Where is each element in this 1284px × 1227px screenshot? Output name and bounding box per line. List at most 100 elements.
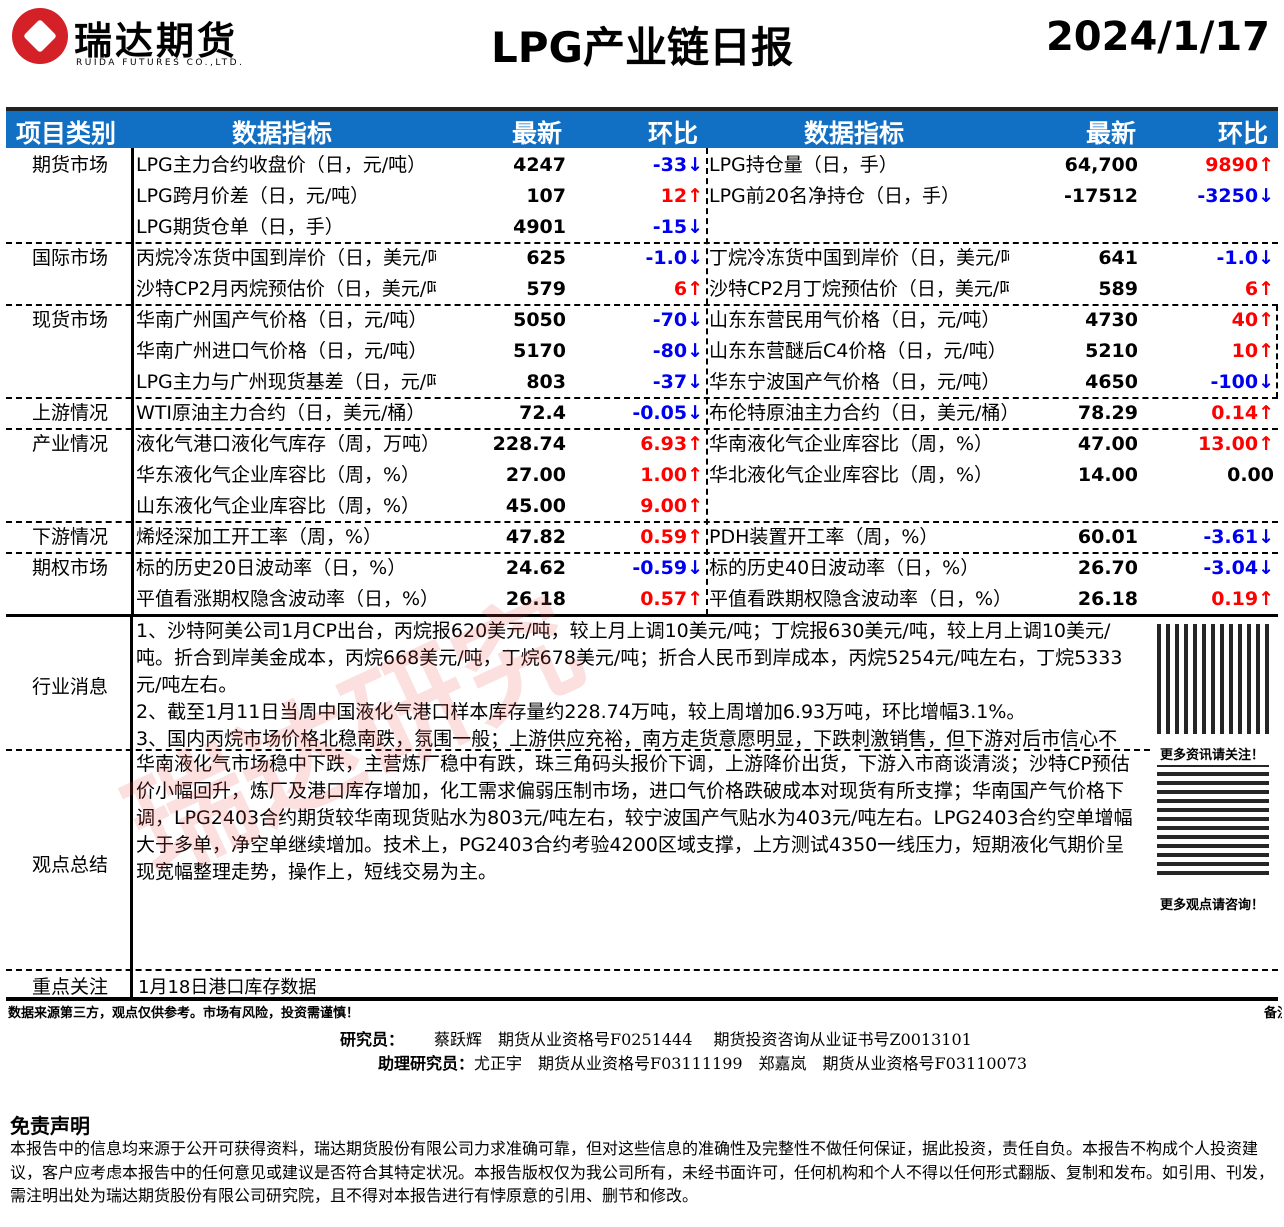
latest-value: 228.74 (492, 433, 566, 455)
latest-value: 5210 (1085, 340, 1138, 362)
latest-value: 4901 (513, 216, 566, 238)
table-row: 烯烃深加工开工率（周，%） 47.82 0.59↑ PDH装置开工率（周，%） 60.0… (0, 522, 1284, 553)
change-value: 9.00↑ (640, 495, 703, 517)
latest-value: 72.4 (519, 402, 566, 424)
latest-value: 47.00 (1077, 433, 1138, 455)
table-row: 华南广州国产气价格（日，元/吨） 5050 -70↓ 山东东营民用气价格（日，元/吨）… (0, 305, 1284, 336)
latest-value: 27.00 (505, 464, 566, 486)
latest-value: 78.29 (1077, 402, 1138, 424)
latest-value: 641 (1098, 247, 1138, 269)
latest-value: 47.82 (505, 526, 566, 548)
indicator-name: 烯烃深加工开工率（周，%） (136, 526, 383, 548)
divider (6, 107, 1278, 111)
indicator-name: 山东液化气企业库容比（周，%） (136, 495, 421, 517)
researcher-info: 蔡跃辉 期货从业资格号F0251444 期货投资咨询从业证书号Z0013101 (434, 1030, 972, 1049)
qr-code-icon (1157, 765, 1269, 875)
report-date: 2024/1/17 (1045, 14, 1270, 60)
indicator-name: 华北液化气企业库容比（周，%） (709, 464, 994, 486)
indicator-name: 山东东营醚后C4价格（日，元/吨） (709, 340, 1007, 362)
indicator-name: 平值看跌期权隐含波动率（日，%） (709, 588, 1009, 610)
table-row: LPG跨月价差（日，元/吨） 107 12↑ LPG前20名净持仓（日，手） -1751… (0, 181, 1284, 212)
change-value: 13.00↑ (1197, 433, 1274, 455)
change-value: -3.04↓ (1203, 557, 1274, 579)
researcher-label: 研究员： (340, 1030, 405, 1049)
indicator-name: 华东液化气企业库容比（周，%） (136, 464, 421, 486)
qr-caption: 更多资讯请关注！ (1160, 748, 1265, 763)
table-row: 山东液化气企业库容比（周，%） 45.00 9.00↑ (0, 491, 1284, 522)
divider (131, 148, 134, 615)
col-indicator-2: 数据指标 (804, 119, 905, 148)
indicator-name: PDH装置开工率（周，%） (709, 526, 939, 548)
change-value: 0.59↑ (640, 526, 703, 548)
table-row: 华东液化气企业库容比（周，%） 27.00 1.00↑ 华北液化气企业库容比（周，%）… (0, 460, 1284, 491)
indicator-name: 华南广州进口气价格（日，元/吨） (136, 340, 428, 362)
indicator-name: 山东东营民用气价格（日，元/吨） (709, 309, 1001, 331)
change-value: 0.57↑ (640, 588, 703, 610)
category-label: 下游情况 (31, 526, 108, 548)
change-value: -100↓ (1210, 371, 1274, 393)
divider (1276, 305, 1278, 398)
indicator-name: 华东宁波国产气价格（日，元/吨） (709, 371, 1001, 393)
category-label: 现货市场 (31, 309, 108, 331)
note-label: 备注 (1264, 1006, 1282, 1021)
latest-value: 5170 (513, 340, 566, 362)
latest-value: 26.18 (1077, 588, 1138, 610)
category-label: 产业情况 (31, 433, 108, 455)
indicator-name: 华南广州国产气价格（日，元/吨） (136, 309, 428, 331)
divider (6, 397, 1278, 399)
change-value: 0.19↑ (1211, 588, 1274, 610)
change-value: -0.05↓ (632, 402, 703, 424)
logo-mark-icon (12, 8, 68, 64)
news-label: 行业消息 (31, 676, 108, 698)
col-indicator: 数据指标 (232, 119, 333, 148)
latest-value: 589 (1098, 278, 1138, 300)
category-label: 上游情况 (31, 402, 108, 424)
latest-value: 26.70 (1077, 557, 1138, 579)
change-value: 6↑ (673, 278, 703, 300)
change-value: -33↓ (652, 154, 703, 176)
indicator-name: LPG主力合约收盘价（日，元/吨） (136, 154, 427, 176)
qr-caption: 更多观点请咨询！ (1160, 898, 1265, 913)
logo-subtext: RUIDA FUTURES CO.,LTD. (76, 58, 245, 68)
latest-value: 579 (526, 278, 566, 300)
change-value: 12↑ (660, 185, 703, 207)
change-value: -0.59↓ (632, 557, 703, 579)
divider (6, 242, 1278, 244)
disclaimer-title: 免责声明 (10, 1114, 90, 1138)
assistant-info: 尤正宇 期货从业资格号F03111199 郑嘉岚 期货从业资格号F0311007… (474, 1054, 1028, 1073)
latest-value: 64,700 (1064, 154, 1138, 176)
change-value: 10↑ (1231, 340, 1274, 362)
indicator-name: 布伦特原油主力合约（日，美元/桶） (709, 402, 1009, 424)
col-latest-2: 最新 (1086, 119, 1137, 148)
table-row: 平值看涨期权隐含波动率（日，%） 26.18 0.57↑ 平值看跌期权隐含波动率（日，… (0, 584, 1284, 615)
category-label: 期权市场 (31, 557, 108, 579)
change-value: -15↓ (652, 216, 703, 238)
indicator-name: LPG持仓量（日，手） (709, 154, 898, 176)
company-logo: 瑞达期货 RUIDA FUTURES CO.,LTD. (12, 6, 262, 68)
source-note: 数据来源第三方，观点仅供参考。市场有风险，投资需谨慎！ (8, 1006, 360, 1021)
report-title: LPG产业链日报 (490, 23, 794, 72)
focus-label: 重点关注 (31, 976, 108, 998)
divider (6, 997, 1278, 1001)
divider (6, 749, 1150, 751)
change-value: -80↓ (652, 340, 703, 362)
latest-value: -17512 (1064, 185, 1138, 207)
change-value: 9890↑ (1205, 154, 1274, 176)
col-change: 环比 (648, 119, 699, 148)
indicator-name: 平值看涨期权隐含波动率（日，%） (136, 588, 436, 610)
latest-value: 4730 (1085, 309, 1138, 331)
focus-text: 1月18日港口库存数据 (138, 977, 317, 998)
latest-value: 24.62 (505, 557, 566, 579)
change-value: 0.00 (1227, 464, 1274, 486)
indicator-name: 标的历史40日波动率（日，%） (709, 557, 980, 579)
divider (6, 304, 1278, 306)
change-value: -3.61↓ (1203, 526, 1274, 548)
col-change-2: 环比 (1218, 119, 1269, 148)
latest-value: 803 (526, 371, 566, 393)
opinion-text: 华南液化气市场稳中下跌，主营炼厂稳中有跌，珠三角码头报价下调，上游降价出货，下游… (136, 753, 1133, 883)
table-row: LPG主力与广州现货基差（日，元/吨 803 -37↓ 华东宁波国产气价格（日，元/吨… (0, 367, 1284, 398)
change-value: -1.0↓ (1216, 247, 1274, 269)
news-text: 1、沙特阿美公司1月CP出台，丙烷报620美元/吨，较上月上调10美元/吨；丁烷… (136, 620, 1123, 750)
table-row: LPG主力合约收盘价（日，元/吨） 4247 -33↓ LPG持仓量（日，手） 64,7… (0, 150, 1284, 181)
change-value: 0.14↑ (1211, 402, 1274, 424)
